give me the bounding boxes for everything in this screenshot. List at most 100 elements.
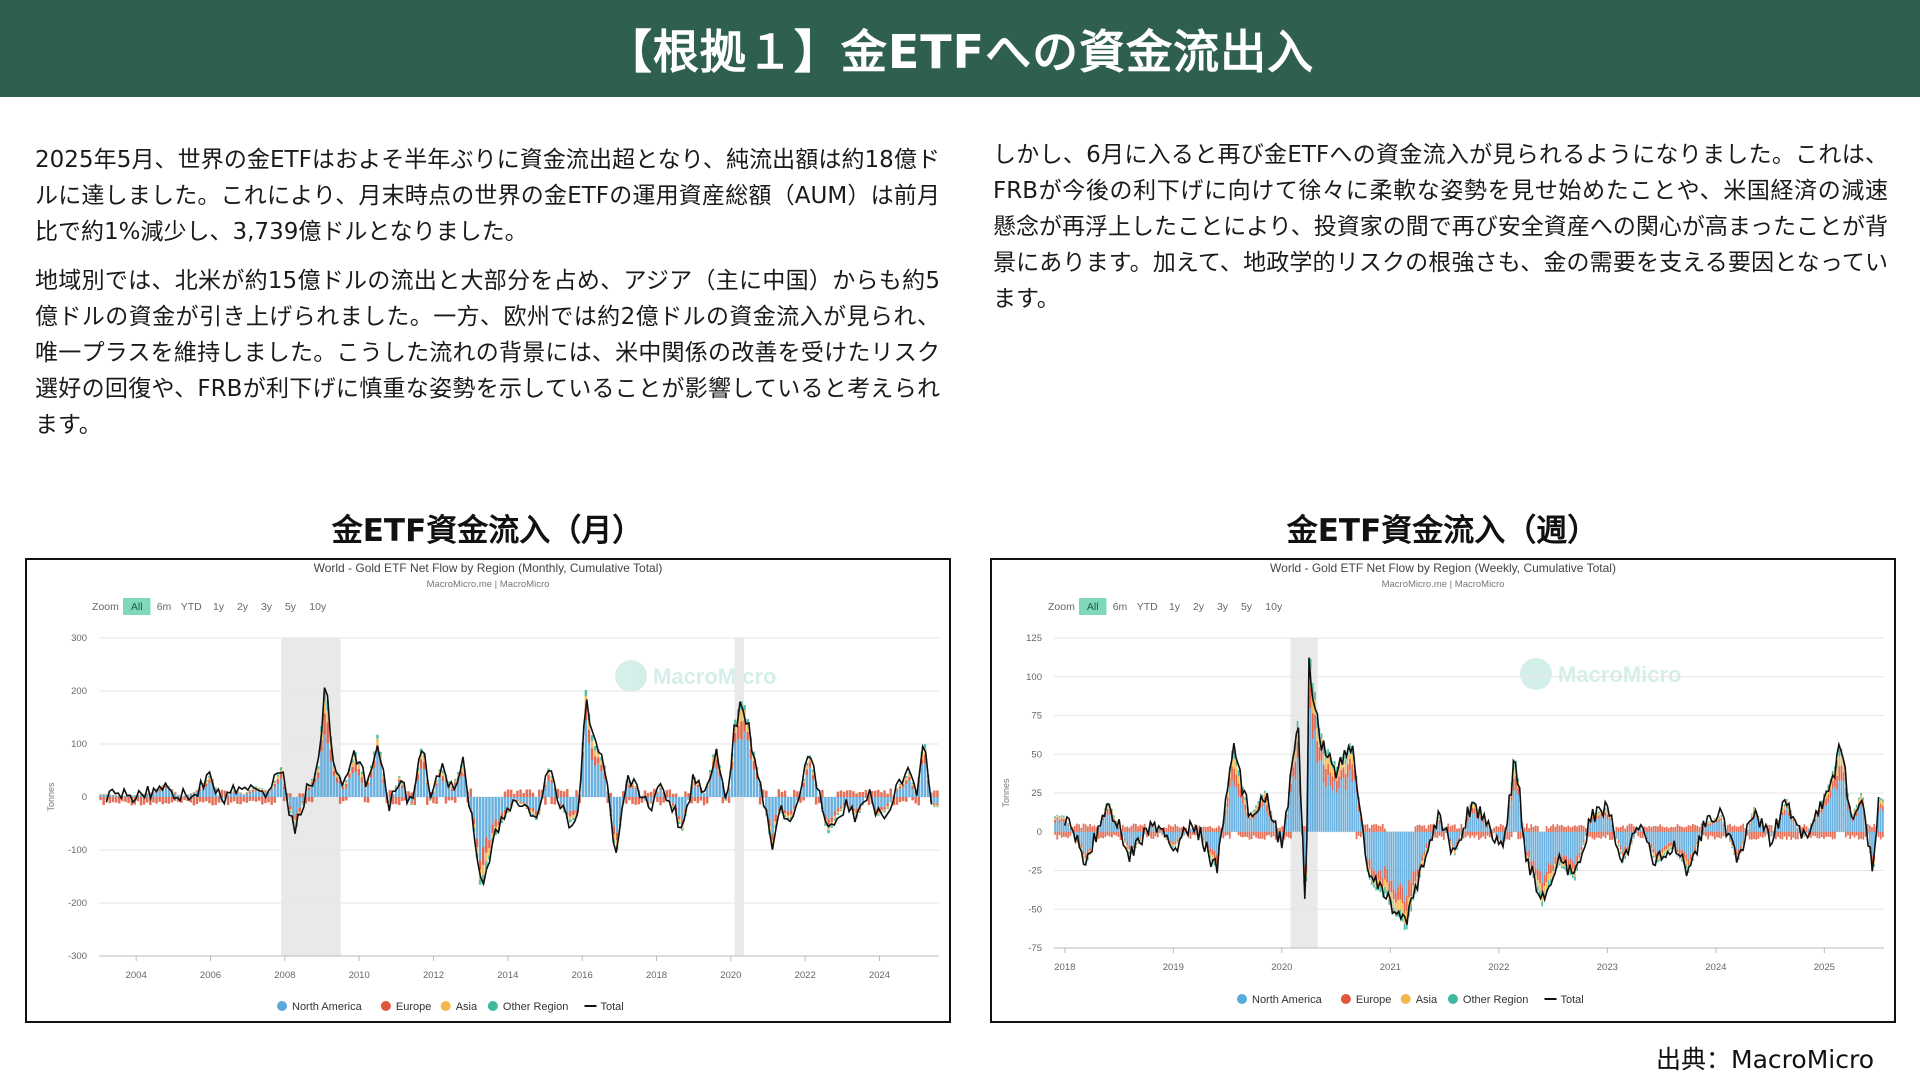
region-bar xyxy=(1152,827,1155,832)
legend-item-label[interactable]: Other Region xyxy=(503,1001,568,1013)
region-bar xyxy=(1882,801,1884,806)
zoom-option-label[interactable]: 6m xyxy=(1113,601,1128,613)
region-bar xyxy=(1220,827,1222,832)
zoom-option-label[interactable]: 3y xyxy=(261,601,273,613)
region-bar xyxy=(537,797,541,809)
legend-item-label[interactable]: Other Region xyxy=(1463,994,1528,1006)
zoom-option-5y[interactable]: 5y xyxy=(1241,601,1253,613)
zoom-option-label[interactable]: 2y xyxy=(237,601,249,613)
region-bar xyxy=(1737,826,1740,832)
zoom-option-3y[interactable]: 3y xyxy=(1217,601,1229,613)
zoom-option-10y[interactable]: 10y xyxy=(1265,601,1283,613)
region-bar xyxy=(1499,831,1502,840)
legend-item-label[interactable]: North America xyxy=(292,1001,363,1013)
zoom-option-label[interactable]: YTD xyxy=(181,601,202,613)
region-bar xyxy=(1622,860,1624,863)
zoom-option-all[interactable]: All xyxy=(123,598,151,615)
legend-item-label[interactable]: Europe xyxy=(396,1001,431,1013)
region-bar xyxy=(503,797,507,811)
region-bar xyxy=(1591,817,1594,820)
zoom-option-ytd[interactable]: YTD xyxy=(1137,601,1158,613)
region-bar xyxy=(895,790,899,797)
zoom-option-label[interactable]: 10y xyxy=(309,601,327,613)
zoom-option-all[interactable]: All xyxy=(1079,598,1107,615)
region-bar xyxy=(189,797,193,803)
region-bar xyxy=(1879,803,1882,808)
zoom-option-label[interactable]: 6m xyxy=(157,601,172,613)
region-bar xyxy=(634,786,637,787)
region-bar xyxy=(1189,829,1192,832)
legend-item-europe[interactable]: Europe xyxy=(380,1001,431,1013)
region-bar xyxy=(1633,837,1635,838)
legend-item-asia[interactable]: Asia xyxy=(440,1001,478,1013)
zoom-option-ytd[interactable]: YTD xyxy=(181,601,202,613)
region-bar xyxy=(1139,840,1142,841)
zoom-option-1y[interactable]: 1y xyxy=(1169,601,1181,613)
region-bar xyxy=(1169,840,1172,843)
region-bar xyxy=(1416,824,1419,832)
region-bar xyxy=(1770,825,1773,832)
region-bar xyxy=(1128,827,1131,832)
zoom-option-6m[interactable]: 6m xyxy=(1113,601,1128,613)
region-bar xyxy=(674,793,678,797)
region-bar xyxy=(509,797,513,804)
region-bar xyxy=(911,784,914,786)
region-bar xyxy=(1547,862,1550,875)
zoom-option-label[interactable]: 10y xyxy=(1265,601,1283,613)
legend-item-label[interactable]: Asia xyxy=(1416,994,1438,1006)
zoom-option-label[interactable]: 1y xyxy=(1169,601,1181,613)
region-bar xyxy=(1617,831,1620,841)
region-bar xyxy=(491,833,494,839)
zoom-option-label[interactable]: 5y xyxy=(1241,601,1253,613)
legend-item-europe[interactable]: Europe xyxy=(1340,994,1391,1006)
region-bar xyxy=(898,788,902,797)
legend-item-asia[interactable]: Asia xyxy=(1400,994,1438,1006)
zoom-option-1y[interactable]: 1y xyxy=(213,601,225,613)
zoom-option-label[interactable]: 2y xyxy=(1193,601,1205,613)
region-bar xyxy=(450,786,454,788)
legend-item-label[interactable]: Total xyxy=(1561,994,1584,1006)
region-bar xyxy=(1528,828,1530,832)
legend-item-label[interactable]: North America xyxy=(1252,994,1323,1006)
region-bar xyxy=(1128,849,1131,852)
region-bar xyxy=(1816,814,1819,818)
region-bar xyxy=(1855,807,1858,811)
region-bar xyxy=(926,784,930,797)
region-bar xyxy=(1718,821,1720,832)
legend-item-total[interactable]: Total xyxy=(1544,994,1584,1006)
region-bar xyxy=(877,814,880,816)
region-bar xyxy=(1386,831,1388,869)
zoom-option-10y[interactable]: 10y xyxy=(309,601,327,613)
zoom-option-label[interactable]: 3y xyxy=(1217,601,1229,613)
region-bar xyxy=(376,738,379,746)
legend-item-label[interactable]: Asia xyxy=(456,1001,478,1013)
legend-item-label[interactable]: Europe xyxy=(1356,994,1391,1006)
region-bar xyxy=(261,788,264,789)
region-bar xyxy=(789,797,793,811)
zoom-option-label[interactable]: All xyxy=(131,601,143,613)
region-bar xyxy=(183,796,186,797)
zoom-option-2y[interactable]: 2y xyxy=(1193,601,1205,613)
zoom-option-label[interactable]: 1y xyxy=(213,601,225,613)
region-bar xyxy=(1667,846,1670,849)
legend-item-label[interactable]: Total xyxy=(601,1001,624,1013)
zoom-option-label[interactable]: 5y xyxy=(285,601,297,613)
zoom-option-5y[interactable]: 5y xyxy=(285,601,297,613)
legend-item-north-america[interactable]: North America xyxy=(1237,994,1323,1006)
region-bar xyxy=(1657,856,1659,860)
region-bar xyxy=(438,777,441,797)
legend-item-other-region[interactable]: Other Region xyxy=(1447,994,1528,1006)
legend-item-north-america[interactable]: North America xyxy=(277,1001,363,1013)
region-bar xyxy=(1761,827,1764,832)
legend-item-total[interactable]: Total xyxy=(584,1001,624,1013)
zoom-option-3y[interactable]: 3y xyxy=(261,601,273,613)
region-bar xyxy=(1089,848,1091,851)
zoom-option-label[interactable]: All xyxy=(1087,601,1099,613)
zoom-option-label[interactable]: YTD xyxy=(1137,601,1158,613)
region-bar xyxy=(1777,821,1779,823)
zoom-option-2y[interactable]: 2y xyxy=(237,601,249,613)
region-bar xyxy=(1792,819,1795,822)
region-bar xyxy=(1093,825,1096,832)
legend-item-other-region[interactable]: Other Region xyxy=(487,1001,568,1013)
zoom-option-6m[interactable]: 6m xyxy=(157,601,172,613)
